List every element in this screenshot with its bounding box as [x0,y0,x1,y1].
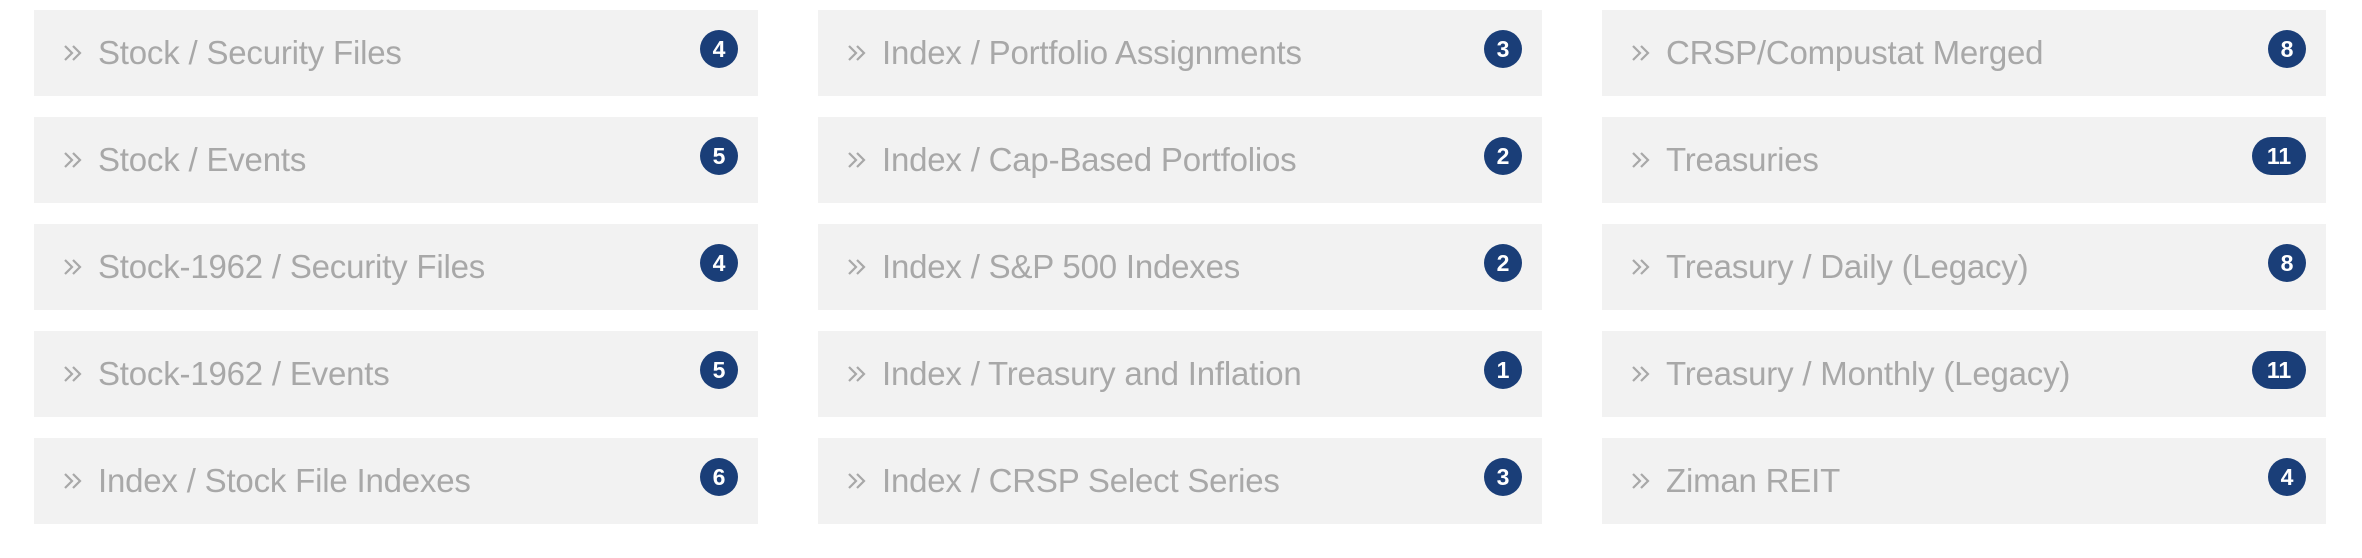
category-label: Index / Stock File Indexes [98,462,471,499]
category-label: Treasury / Daily (Legacy) [1666,248,2029,285]
category-tile-stock-1962-events[interactable]: Stock-1962 / Events 5 [34,331,758,417]
count-badge: 2 [1484,137,1522,175]
category-label: CRSP/Compustat Merged [1666,34,2044,71]
category-tile-stock-1962-security-files[interactable]: Stock-1962 / Security Files 4 [34,224,758,310]
category-tile-treasuries[interactable]: Treasuries 11 [1602,117,2326,203]
category-tile-treasury-monthly-legacy[interactable]: Treasury / Monthly (Legacy) 11 [1602,331,2326,417]
count-badge: 4 [700,30,738,68]
category-label: Index / Treasury and Inflation [882,355,1302,392]
category-label: Stock-1962 / Security Files [98,248,486,285]
double-chevron-right-icon [1630,42,1652,64]
double-chevron-right-icon [846,470,868,492]
category-tile-index-portfolio-assignments[interactable]: Index / Portfolio Assignments 3 [818,10,1542,96]
double-chevron-right-icon [1630,470,1652,492]
count-badge: 1 [1484,351,1522,389]
category-label: Index / Portfolio Assignments [882,34,1302,71]
category-tile-index-sp500-indexes[interactable]: Index / S&P 500 Indexes 2 [818,224,1542,310]
category-tile-index-crsp-select-series[interactable]: Index / CRSP Select Series 3 [818,438,1542,524]
count-badge: 4 [700,244,738,282]
double-chevron-right-icon [846,256,868,278]
category-tile-stock-events[interactable]: Stock / Events 5 [34,117,758,203]
category-tile-ziman-reit[interactable]: Ziman REIT 4 [1602,438,2326,524]
count-badge: 3 [1484,458,1522,496]
double-chevron-right-icon [846,149,868,171]
count-badge: 2 [1484,244,1522,282]
double-chevron-right-icon [62,256,84,278]
category-tile-crsp-compustat-merged[interactable]: CRSP/Compustat Merged 8 [1602,10,2326,96]
category-label: Treasuries [1666,141,1819,178]
category-tile-index-stock-file-indexes[interactable]: Index / Stock File Indexes 6 [34,438,758,524]
double-chevron-right-icon [846,363,868,385]
category-tile-index-cap-based-portfolios[interactable]: Index / Cap-Based Portfolios 2 [818,117,1542,203]
double-chevron-right-icon [62,363,84,385]
category-label: Index / CRSP Select Series [882,462,1280,499]
double-chevron-right-icon [62,42,84,64]
category-tile-index-treasury-and-inflation[interactable]: Index / Treasury and Inflation 1 [818,331,1542,417]
count-badge: 5 [700,351,738,389]
count-badge: 11 [2252,137,2306,175]
category-label: Index / S&P 500 Indexes [882,248,1241,285]
double-chevron-right-icon [846,42,868,64]
double-chevron-right-icon [1630,363,1652,385]
dataset-category-grid: Stock / Security Files 4 Index / Portfol… [34,10,2326,524]
category-label: Stock / Security Files [98,34,402,71]
count-badge: 8 [2268,244,2306,282]
count-badge: 8 [2268,30,2306,68]
category-label: Index / Cap-Based Portfolios [882,141,1297,178]
double-chevron-right-icon [62,149,84,171]
count-badge: 5 [700,137,738,175]
category-label: Stock / Events [98,141,307,178]
category-label: Treasury / Monthly (Legacy) [1666,355,2071,392]
count-badge: 4 [2268,458,2306,496]
double-chevron-right-icon [1630,256,1652,278]
count-badge: 3 [1484,30,1522,68]
double-chevron-right-icon [1630,149,1652,171]
category-label: Ziman REIT [1666,462,1841,499]
category-label: Stock-1962 / Events [98,355,390,392]
double-chevron-right-icon [62,470,84,492]
count-badge: 6 [700,458,738,496]
category-tile-stock-security-files[interactable]: Stock / Security Files 4 [34,10,758,96]
category-tile-treasury-daily-legacy[interactable]: Treasury / Daily (Legacy) 8 [1602,224,2326,310]
count-badge: 11 [2252,351,2306,389]
